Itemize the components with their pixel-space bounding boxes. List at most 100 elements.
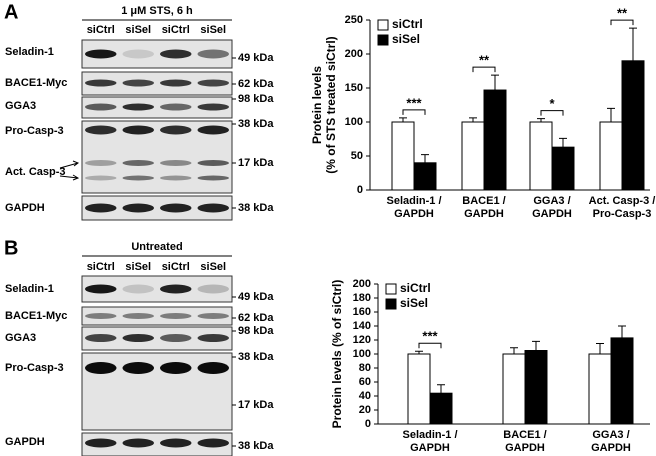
bar [551, 146, 575, 191]
marker-label: 38 kDa [238, 440, 274, 452]
row-label: Pro-Casp-3 [5, 362, 64, 374]
row-label: GAPDH [5, 202, 45, 214]
marker-label: 62 kDa [238, 78, 274, 90]
legend-label: siCtrl [392, 17, 423, 31]
legend-label: siSel [392, 32, 420, 46]
blot-band [122, 125, 154, 135]
error-bar [532, 340, 540, 351]
y-tick-label: 250 [345, 14, 363, 26]
blot-band [160, 284, 192, 294]
significance-bracket [472, 66, 496, 73]
y-tick-label: 180 [353, 292, 371, 304]
marker-label: 38 kDa [238, 351, 274, 363]
legend-swatch [377, 19, 389, 31]
x-tick-label: GGA3 / GAPDH [532, 195, 572, 220]
blot-band [160, 125, 192, 135]
blot-band [160, 203, 192, 213]
error-bar [537, 118, 545, 122]
x-tick-label: BACE1 / GAPDH [503, 429, 547, 454]
blot-band [197, 49, 229, 59]
blot-band [122, 334, 154, 342]
blot-band [160, 313, 192, 319]
blot-band [122, 313, 154, 319]
y-tick-label: 60 [359, 376, 371, 388]
blot-band [197, 438, 229, 448]
lane-label: siCtrl [162, 261, 190, 273]
blot-band [85, 362, 117, 374]
blot-band [122, 362, 154, 374]
marker-label: 38 kDa [238, 118, 274, 130]
y-tick-label: 200 [345, 48, 363, 60]
blot-band [197, 362, 229, 374]
marker-label: 17 kDa [238, 157, 274, 169]
bar [391, 121, 415, 191]
blot-band [197, 313, 229, 319]
significance-label: * [549, 96, 555, 111]
blot-band [160, 438, 192, 448]
bar [483, 89, 507, 191]
blot-band [160, 49, 192, 59]
error-bar [491, 74, 499, 91]
y-tick-label: 120 [353, 334, 371, 346]
y-axis-label: Protein levels [310, 66, 324, 144]
blot-band [122, 284, 154, 294]
bar [588, 353, 612, 425]
bar [524, 350, 548, 425]
lane-label: siSel [125, 24, 151, 36]
significance-bracket [402, 109, 426, 115]
blot-band [122, 160, 154, 166]
y-axis-label: (% of STS treated siCtrl) [324, 36, 338, 173]
y-tick-label: 80 [359, 362, 371, 374]
y-tick-label: 100 [353, 348, 371, 360]
blot-strip [81, 326, 233, 351]
significance-bracket [418, 342, 442, 349]
bar [413, 162, 437, 191]
marker-label: 98 kDa [238, 325, 274, 337]
x-tick-label: Seladin-1 / GAPDH [402, 429, 458, 454]
row-label: GGA3 [5, 332, 36, 344]
row-label: GGA3 [5, 100, 36, 112]
error-bar [618, 325, 626, 338]
x-tick-label: Act. Casp-3 / Pro-Casp-3 [588, 195, 656, 220]
blot-band [160, 175, 192, 181]
blot-band [197, 103, 229, 111]
blot-band [85, 125, 117, 135]
blot-band [85, 160, 117, 166]
marker-label: 49 kDa [238, 291, 274, 303]
blot-band [197, 175, 229, 181]
bar [502, 353, 526, 425]
y-tick-label: 160 [353, 306, 371, 318]
y-axis-label: Protein levels (% of siCtrl) [330, 280, 344, 429]
bar [621, 60, 645, 191]
blot-band [197, 79, 229, 87]
x-tick-label: BACE1 / GAPDH [462, 195, 506, 220]
blot-band [122, 79, 154, 87]
significance-label: *** [406, 95, 422, 110]
y-tick-label: 140 [353, 320, 371, 332]
marker-label: 98 kDa [238, 93, 274, 105]
bar [599, 121, 623, 191]
blot-strip [81, 96, 233, 119]
row-label: GAPDH [5, 436, 45, 448]
panel-label: B [4, 237, 18, 259]
blot-band [160, 79, 192, 87]
marker-label: 17 kDa [238, 399, 274, 411]
blot-band [197, 334, 229, 342]
legend-swatch [385, 283, 397, 295]
error-bar [629, 27, 637, 61]
lane-label: siSel [125, 261, 151, 273]
error-bar [596, 343, 604, 354]
blot-band [85, 203, 117, 213]
blot-band [122, 203, 154, 213]
blot-band [85, 334, 117, 342]
arrow [59, 160, 80, 181]
marker-label: 38 kDa [238, 202, 274, 214]
blot-band [85, 438, 117, 448]
blot-band [85, 103, 117, 111]
blot-band [85, 284, 117, 294]
condition-label: 1 μM STS, 6 h [121, 5, 193, 17]
condition-label: Untreated [131, 241, 182, 253]
significance-label: ** [617, 6, 628, 21]
